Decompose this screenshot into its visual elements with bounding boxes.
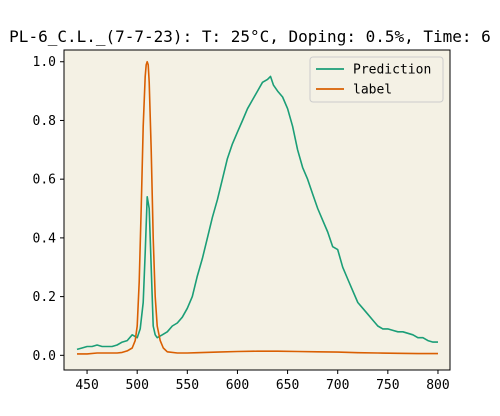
legend-label: label — [353, 83, 392, 98]
y-tick-label: 0.4 — [33, 231, 57, 246]
y-tick-label: 0.6 — [33, 173, 56, 188]
y-tick-label: 0.0 — [33, 349, 56, 364]
x-tick-label: 500 — [125, 378, 148, 393]
series-layer — [76, 60, 438, 355]
x-tick-label: 550 — [176, 378, 199, 393]
series-line-label — [77, 60, 438, 355]
x-tick-label: 600 — [226, 378, 249, 393]
x-tick-label: 450 — [75, 378, 98, 393]
y-tick-label: 0.8 — [33, 114, 56, 129]
x-tick-label: 750 — [376, 378, 399, 393]
x-tick-label: 800 — [426, 378, 449, 393]
plot-area — [64, 50, 450, 370]
x-axis: 450 500 550 600 650 700 750 800 — [75, 370, 450, 393]
x-tick-label: 700 — [326, 378, 349, 393]
y-tick-label: 1.0 — [33, 55, 56, 70]
plot-frame — [63, 49, 451, 371]
legend-label: Prediction — [353, 63, 431, 78]
legend: Prediction label — [309, 56, 444, 103]
x-tick-label: 650 — [276, 378, 299, 393]
y-axis: 0.0 0.2 0.4 0.6 0.8 1.0 — [33, 55, 64, 364]
y-tick-label: 0.2 — [33, 290, 56, 305]
chart-title: PL-6_C.L._(7-7-23): T: 25°C, Doping: 0.5… — [9, 27, 491, 46]
series-line-prediction — [76, 75, 438, 351]
